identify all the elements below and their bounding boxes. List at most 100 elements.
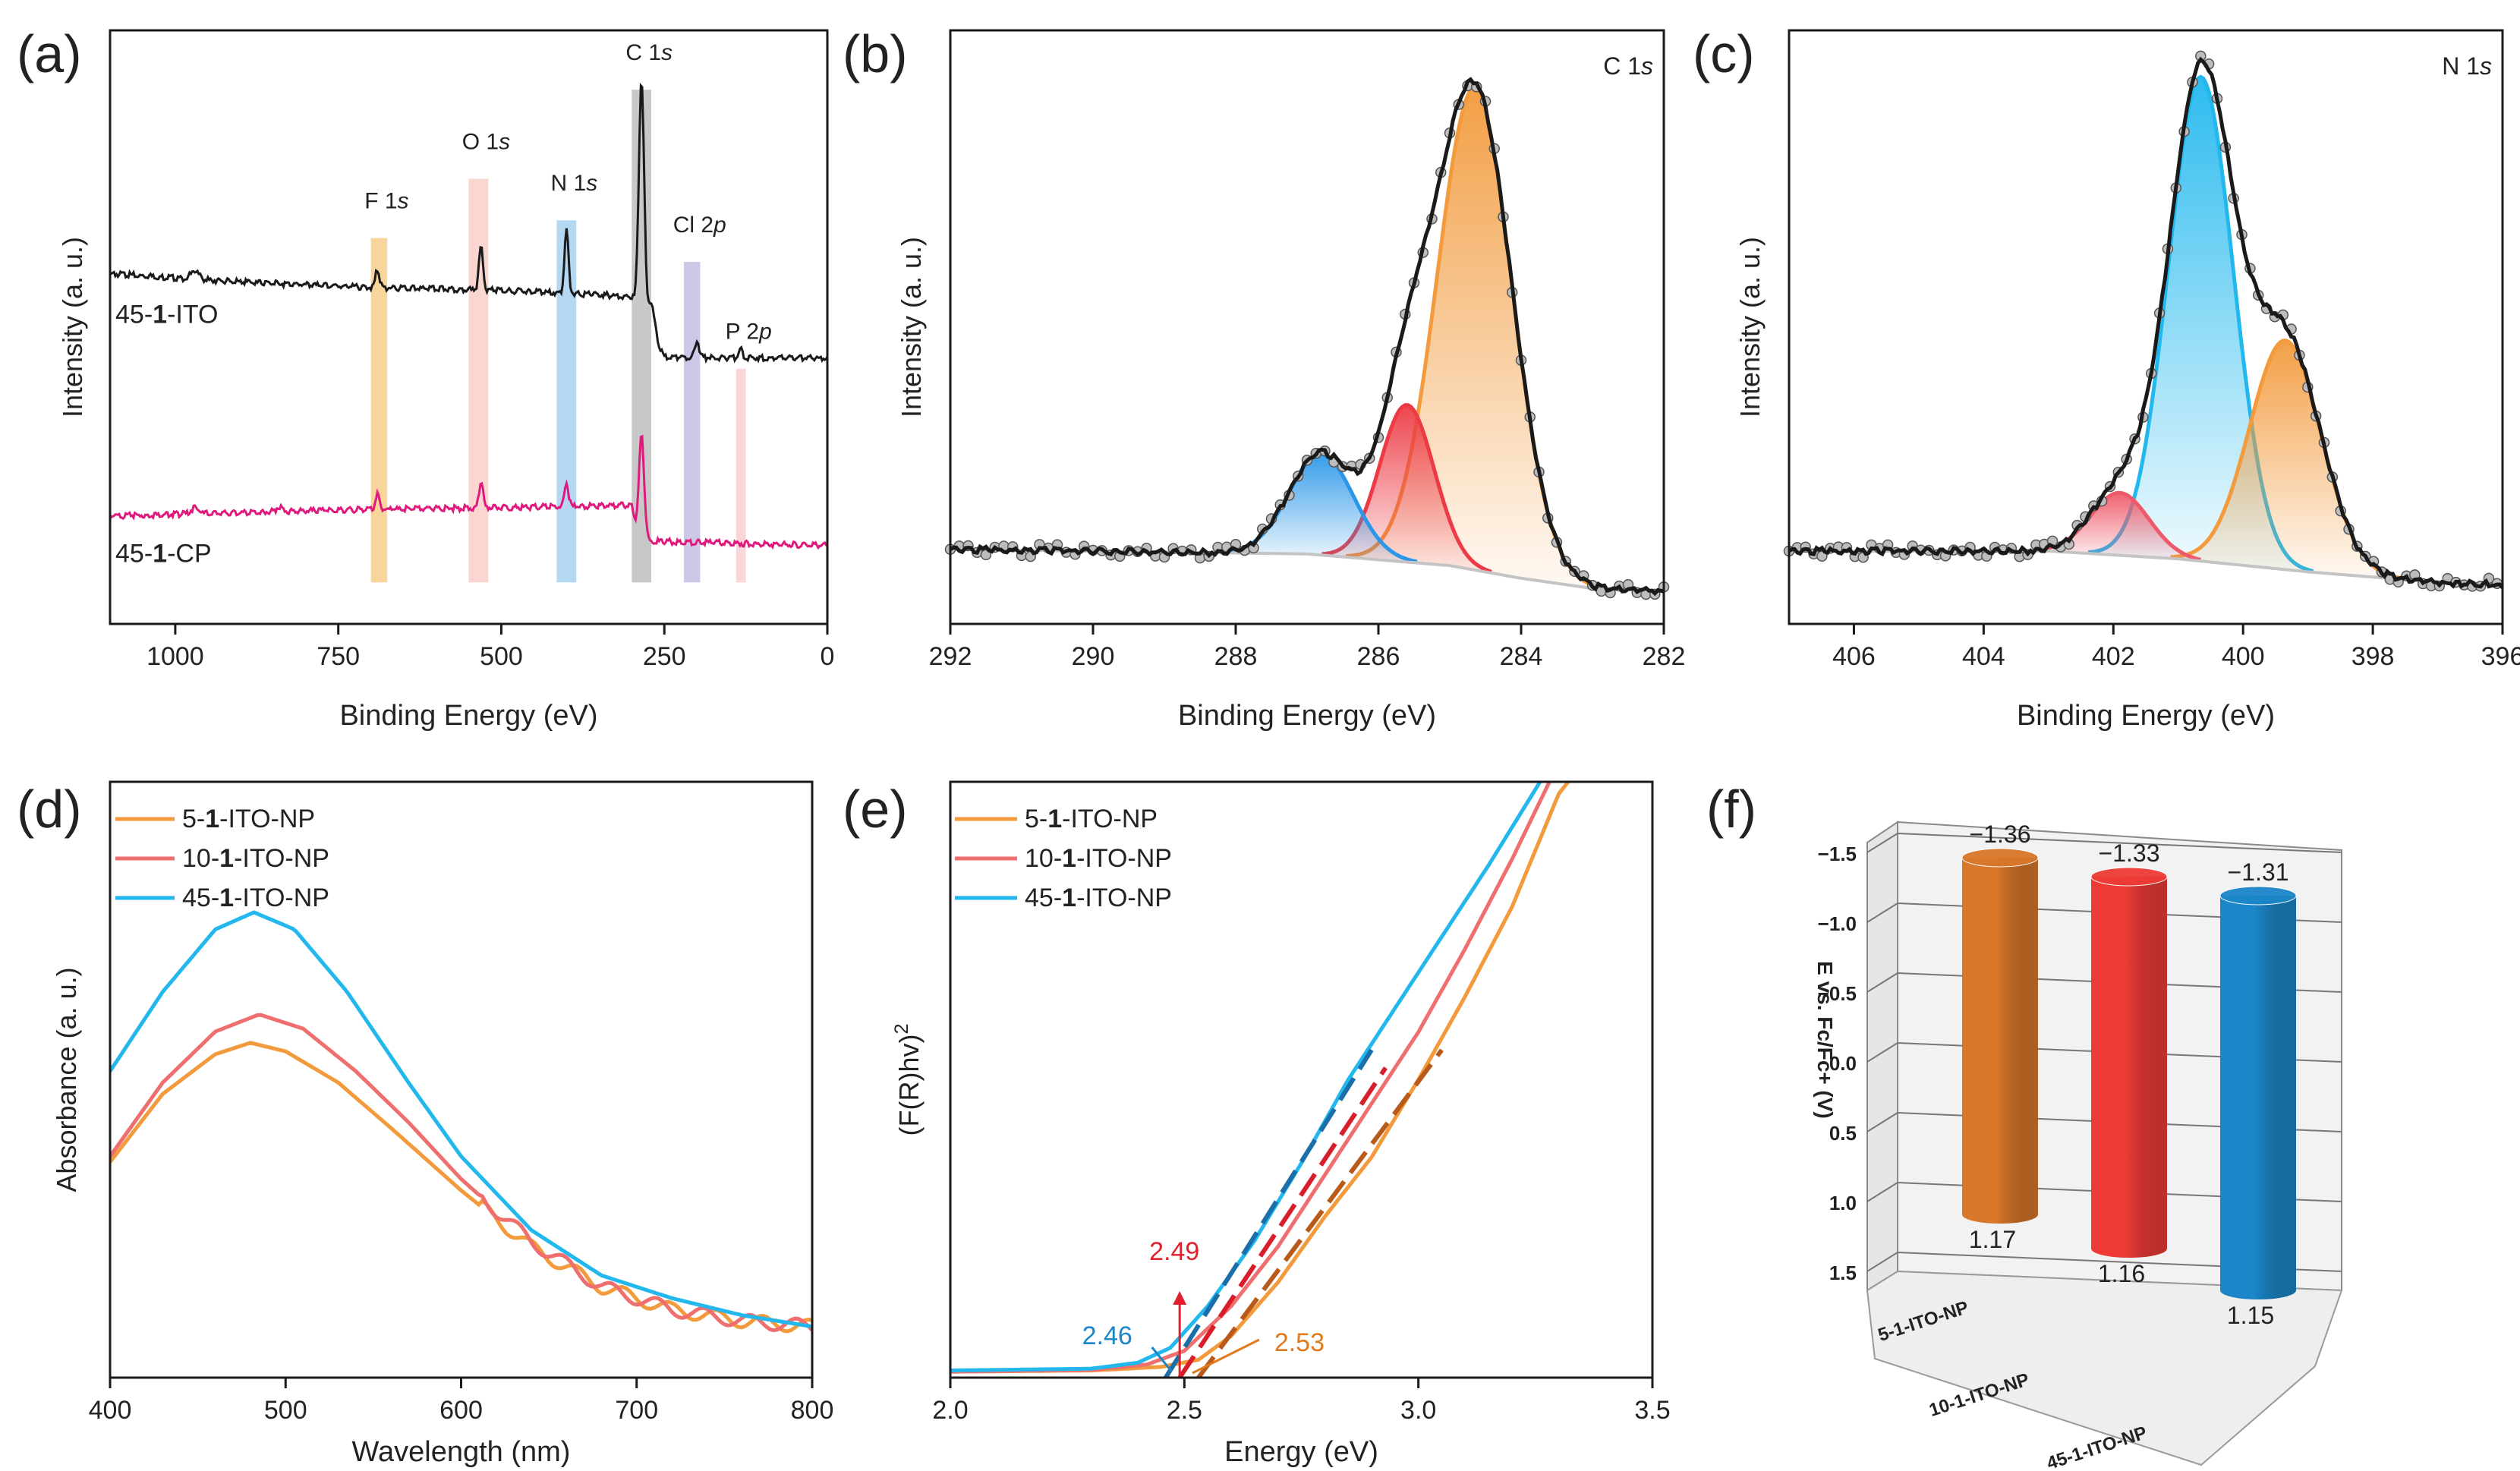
bar-bottom-label: 1.17 — [1969, 1226, 2016, 1253]
legend-label-part: 1 — [1062, 884, 1076, 912]
legend-label-part: 1 — [205, 805, 219, 833]
panel-d-xtick-label: 800 — [791, 1396, 834, 1425]
legend-label-part: 45- — [1025, 884, 1062, 912]
panel-a-xtick-label: 0 — [821, 642, 835, 671]
bar-top-label: −1.33 — [2099, 839, 2160, 867]
tangent-fit-line — [1164, 1048, 1374, 1379]
legend-label-part: -ITO-NP — [234, 884, 329, 912]
series-label: 45-1-CP — [115, 540, 212, 569]
x-axis-label: Binding Energy (eV) — [2017, 700, 2275, 732]
y-tick-label: 1.5 — [1829, 1262, 1857, 1284]
highlight-label-part: s — [586, 171, 597, 196]
series-label-part: 1 — [153, 540, 167, 569]
highlight-label: O 1s — [462, 129, 510, 154]
series-line — [108, 910, 813, 1329]
panel-a-xtick-label: 750 — [317, 642, 360, 671]
legend-label-part: -ITO-NP — [219, 805, 315, 833]
panel-b-xtick-label: 290 — [1072, 642, 1115, 671]
panel-e-frame — [949, 780, 1654, 1379]
highlight-band — [684, 261, 701, 583]
panel-c-xtick-label: 406 — [1832, 642, 1876, 671]
tangent-fit-line — [1196, 1048, 1444, 1379]
gridline-side — [1866, 1042, 1898, 1063]
series-label-part: 45- — [115, 300, 153, 329]
series-label: 45-1-ITO — [115, 300, 218, 329]
series-line — [109, 82, 829, 364]
legend-label-part: 5- — [182, 805, 205, 833]
y-tick-label: 0.5 — [1829, 1122, 1857, 1145]
bandgap-value: 2.53 — [1274, 1328, 1325, 1357]
component-fill — [1227, 453, 1417, 563]
legend-label: 5-1-ITO-NP — [1025, 805, 1158, 833]
y-tick-label: −1.0 — [1818, 912, 1857, 935]
legend-label: 45-1-ITO-NP — [182, 884, 329, 912]
highlight-label-part: s — [661, 40, 673, 65]
component-fill — [2088, 77, 2314, 573]
panel-b-xtick-label: 284 — [1500, 642, 1543, 671]
panel-b-frame — [949, 29, 1665, 625]
legend-label-part: 1 — [1062, 844, 1076, 873]
panel-label-e: (e) — [843, 780, 908, 839]
bar-top-label: −1.31 — [2228, 858, 2289, 886]
panel-c-xtick-label: 402 — [2092, 642, 2135, 671]
y-tick-label: 0.0 — [1829, 1052, 1857, 1075]
legend-label: 10-1-ITO-NP — [1025, 844, 1172, 873]
gridline-side — [1866, 972, 1898, 993]
y-tick-label: −1.5 — [1818, 843, 1857, 865]
highlight-band — [556, 220, 577, 583]
series-line — [108, 1013, 814, 1333]
series-label-part: -CP — [167, 540, 212, 569]
tangent-fit-line — [1177, 1066, 1388, 1379]
y-axis-label: Absorbance (a. u.) — [51, 967, 82, 1192]
bar-shading — [2091, 877, 2167, 1258]
y-axis-label: Intensity (a. u.) — [896, 237, 927, 417]
panel-label-d: (d) — [17, 780, 82, 839]
gridline-side — [1866, 902, 1898, 923]
legend-label-part: 45- — [182, 884, 219, 912]
series-line — [109, 1041, 813, 1334]
gridline-side — [1866, 833, 1898, 853]
series-label-part: 45- — [115, 540, 153, 569]
floor — [1866, 1270, 2343, 1466]
core-level-label: C 1s — [1603, 52, 1653, 80]
panel-c-xtick-label: 398 — [2351, 642, 2395, 671]
legend-label-part: -ITO-NP — [1076, 884, 1172, 912]
gridline-side — [1866, 1182, 1898, 1202]
panel-c-xtick-label: 396 — [2481, 642, 2520, 671]
component-fill — [2170, 340, 2402, 580]
highlight-label-part: p — [713, 213, 726, 238]
panel-label-c: (c) — [1693, 24, 1755, 83]
highlight-label-part: C 1 — [625, 40, 661, 65]
core-level-label-part: s — [2480, 52, 2492, 80]
highlight-label: P 2p — [726, 320, 772, 345]
highlight-band — [632, 90, 652, 583]
panel-d-xtick-label: 500 — [264, 1396, 307, 1425]
legend-label-part: -ITO-NP — [234, 844, 329, 873]
legend-label-part: 10- — [182, 844, 219, 873]
panel-b-xtick-label: 292 — [929, 642, 972, 671]
bandgap-arrow — [1151, 1347, 1173, 1372]
bar-top-label: −1.36 — [1970, 821, 2031, 848]
highlight-label-part: F 1 — [364, 189, 397, 214]
highlight-label-part: p — [758, 320, 772, 345]
legend-label-part: 5- — [1025, 805, 1047, 833]
highlight-label-part: N 1 — [551, 171, 587, 196]
panel-e-xtick-label: 2.0 — [932, 1396, 968, 1425]
panel-a-frame — [109, 29, 829, 625]
highlight-label: Cl 2p — [673, 213, 726, 238]
core-level-label: N 1s — [2442, 52, 2492, 80]
gridline — [1897, 833, 2342, 853]
highlight-label: F 1s — [364, 189, 408, 214]
x-axis-label: Binding Energy (eV) — [339, 700, 597, 732]
bandgap-value: 2.49 — [1149, 1237, 1199, 1266]
highlight-label: N 1s — [551, 171, 598, 196]
bar-shading — [2220, 896, 2296, 1299]
legend-label-part: 1 — [219, 844, 234, 873]
highlight-label-part: s — [398, 189, 409, 214]
panel-e-xtick-label: 2.5 — [1167, 1396, 1202, 1425]
y-axis-label: Intensity (a. u.) — [57, 237, 88, 417]
panel-c-xtick-label: 400 — [2222, 642, 2265, 671]
highlight-band — [736, 368, 746, 583]
side-wall — [1866, 821, 1898, 1292]
x-axis-label: Binding Energy (eV) — [1178, 700, 1436, 732]
